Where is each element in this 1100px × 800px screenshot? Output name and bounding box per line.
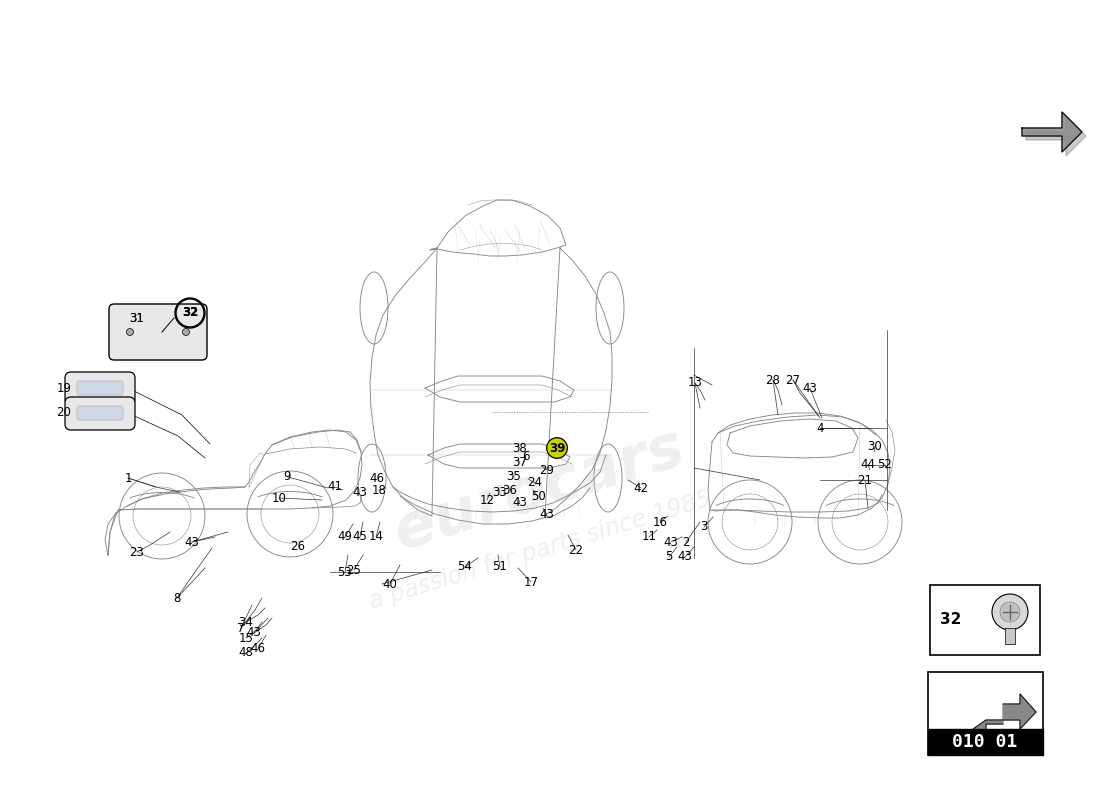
Text: 3: 3	[701, 521, 707, 534]
Text: 010 01: 010 01	[953, 733, 1018, 751]
FancyBboxPatch shape	[77, 381, 123, 395]
Text: 49: 49	[338, 530, 352, 543]
Text: 26: 26	[290, 541, 306, 554]
Text: 32: 32	[182, 306, 198, 319]
Text: 38: 38	[513, 442, 527, 454]
Text: 42: 42	[634, 482, 649, 494]
FancyBboxPatch shape	[65, 372, 135, 405]
Text: 11: 11	[641, 530, 657, 543]
Text: 14: 14	[368, 530, 384, 543]
Text: 12: 12	[480, 494, 495, 506]
Text: 43: 43	[803, 382, 817, 394]
Text: 41: 41	[328, 481, 342, 494]
Bar	[928, 672, 1043, 755]
Circle shape	[183, 329, 189, 335]
Text: 7: 7	[238, 622, 244, 634]
FancyBboxPatch shape	[109, 304, 207, 360]
Text: 43: 43	[185, 535, 199, 549]
Text: 40: 40	[383, 578, 397, 590]
Text: 52: 52	[878, 458, 892, 471]
Text: 4: 4	[816, 422, 824, 434]
Text: 46: 46	[370, 471, 385, 485]
Text: 19: 19	[56, 382, 72, 394]
Text: 51: 51	[493, 561, 507, 574]
Text: 21: 21	[858, 474, 872, 486]
Text: 20: 20	[56, 406, 72, 419]
Text: 53: 53	[338, 566, 352, 578]
Text: 23: 23	[130, 546, 144, 558]
Text: eurocars: eurocars	[387, 418, 693, 562]
Text: 22: 22	[569, 543, 583, 557]
Text: 25: 25	[346, 563, 362, 577]
Circle shape	[126, 329, 133, 335]
Text: 16: 16	[652, 515, 668, 529]
Text: 27: 27	[785, 374, 801, 386]
Text: 43: 43	[353, 486, 367, 498]
Text: 18: 18	[372, 483, 386, 497]
Text: 9: 9	[284, 470, 290, 483]
Text: 13: 13	[688, 377, 703, 390]
Text: 31: 31	[130, 311, 144, 325]
Text: 39: 39	[549, 442, 565, 454]
Bar	[930, 585, 1040, 655]
Circle shape	[992, 594, 1028, 630]
Text: 43: 43	[246, 626, 262, 639]
Text: 37: 37	[513, 457, 527, 470]
Bar	[1005, 628, 1015, 644]
Text: 43: 43	[678, 550, 692, 563]
Text: 36: 36	[503, 483, 517, 497]
Circle shape	[1000, 602, 1020, 622]
Text: 48: 48	[239, 646, 253, 659]
Text: 15: 15	[239, 631, 253, 645]
Text: 32: 32	[182, 306, 198, 319]
FancyBboxPatch shape	[77, 406, 123, 420]
Polygon shape	[1026, 116, 1086, 156]
Text: 43: 43	[663, 535, 679, 549]
Text: 32: 32	[940, 613, 961, 627]
Text: 24: 24	[528, 477, 542, 490]
Text: 10: 10	[272, 491, 286, 505]
Polygon shape	[1022, 112, 1082, 152]
Text: 34: 34	[239, 615, 253, 629]
Text: 29: 29	[539, 463, 554, 477]
Text: 43: 43	[540, 509, 554, 522]
Text: 35: 35	[507, 470, 521, 483]
Text: 45: 45	[353, 530, 367, 543]
Text: 8: 8	[174, 591, 180, 605]
Text: a passion for parts since 1985: a passion for parts since 1985	[366, 486, 714, 614]
Text: 28: 28	[766, 374, 780, 386]
Text: 1: 1	[124, 471, 132, 485]
Text: 31: 31	[130, 311, 144, 325]
Text: 44: 44	[860, 458, 876, 471]
Polygon shape	[966, 694, 1036, 744]
Text: 43: 43	[513, 497, 527, 510]
Text: 30: 30	[868, 441, 882, 454]
Text: 6: 6	[522, 450, 530, 463]
Text: 46: 46	[251, 642, 265, 654]
Text: 54: 54	[458, 561, 472, 574]
Bar	[928, 729, 1043, 755]
Text: 50: 50	[530, 490, 546, 503]
Text: 2: 2	[682, 535, 690, 549]
FancyBboxPatch shape	[65, 397, 135, 430]
Text: 5: 5	[666, 550, 673, 563]
Text: 33: 33	[493, 486, 507, 498]
Text: 17: 17	[524, 575, 539, 589]
